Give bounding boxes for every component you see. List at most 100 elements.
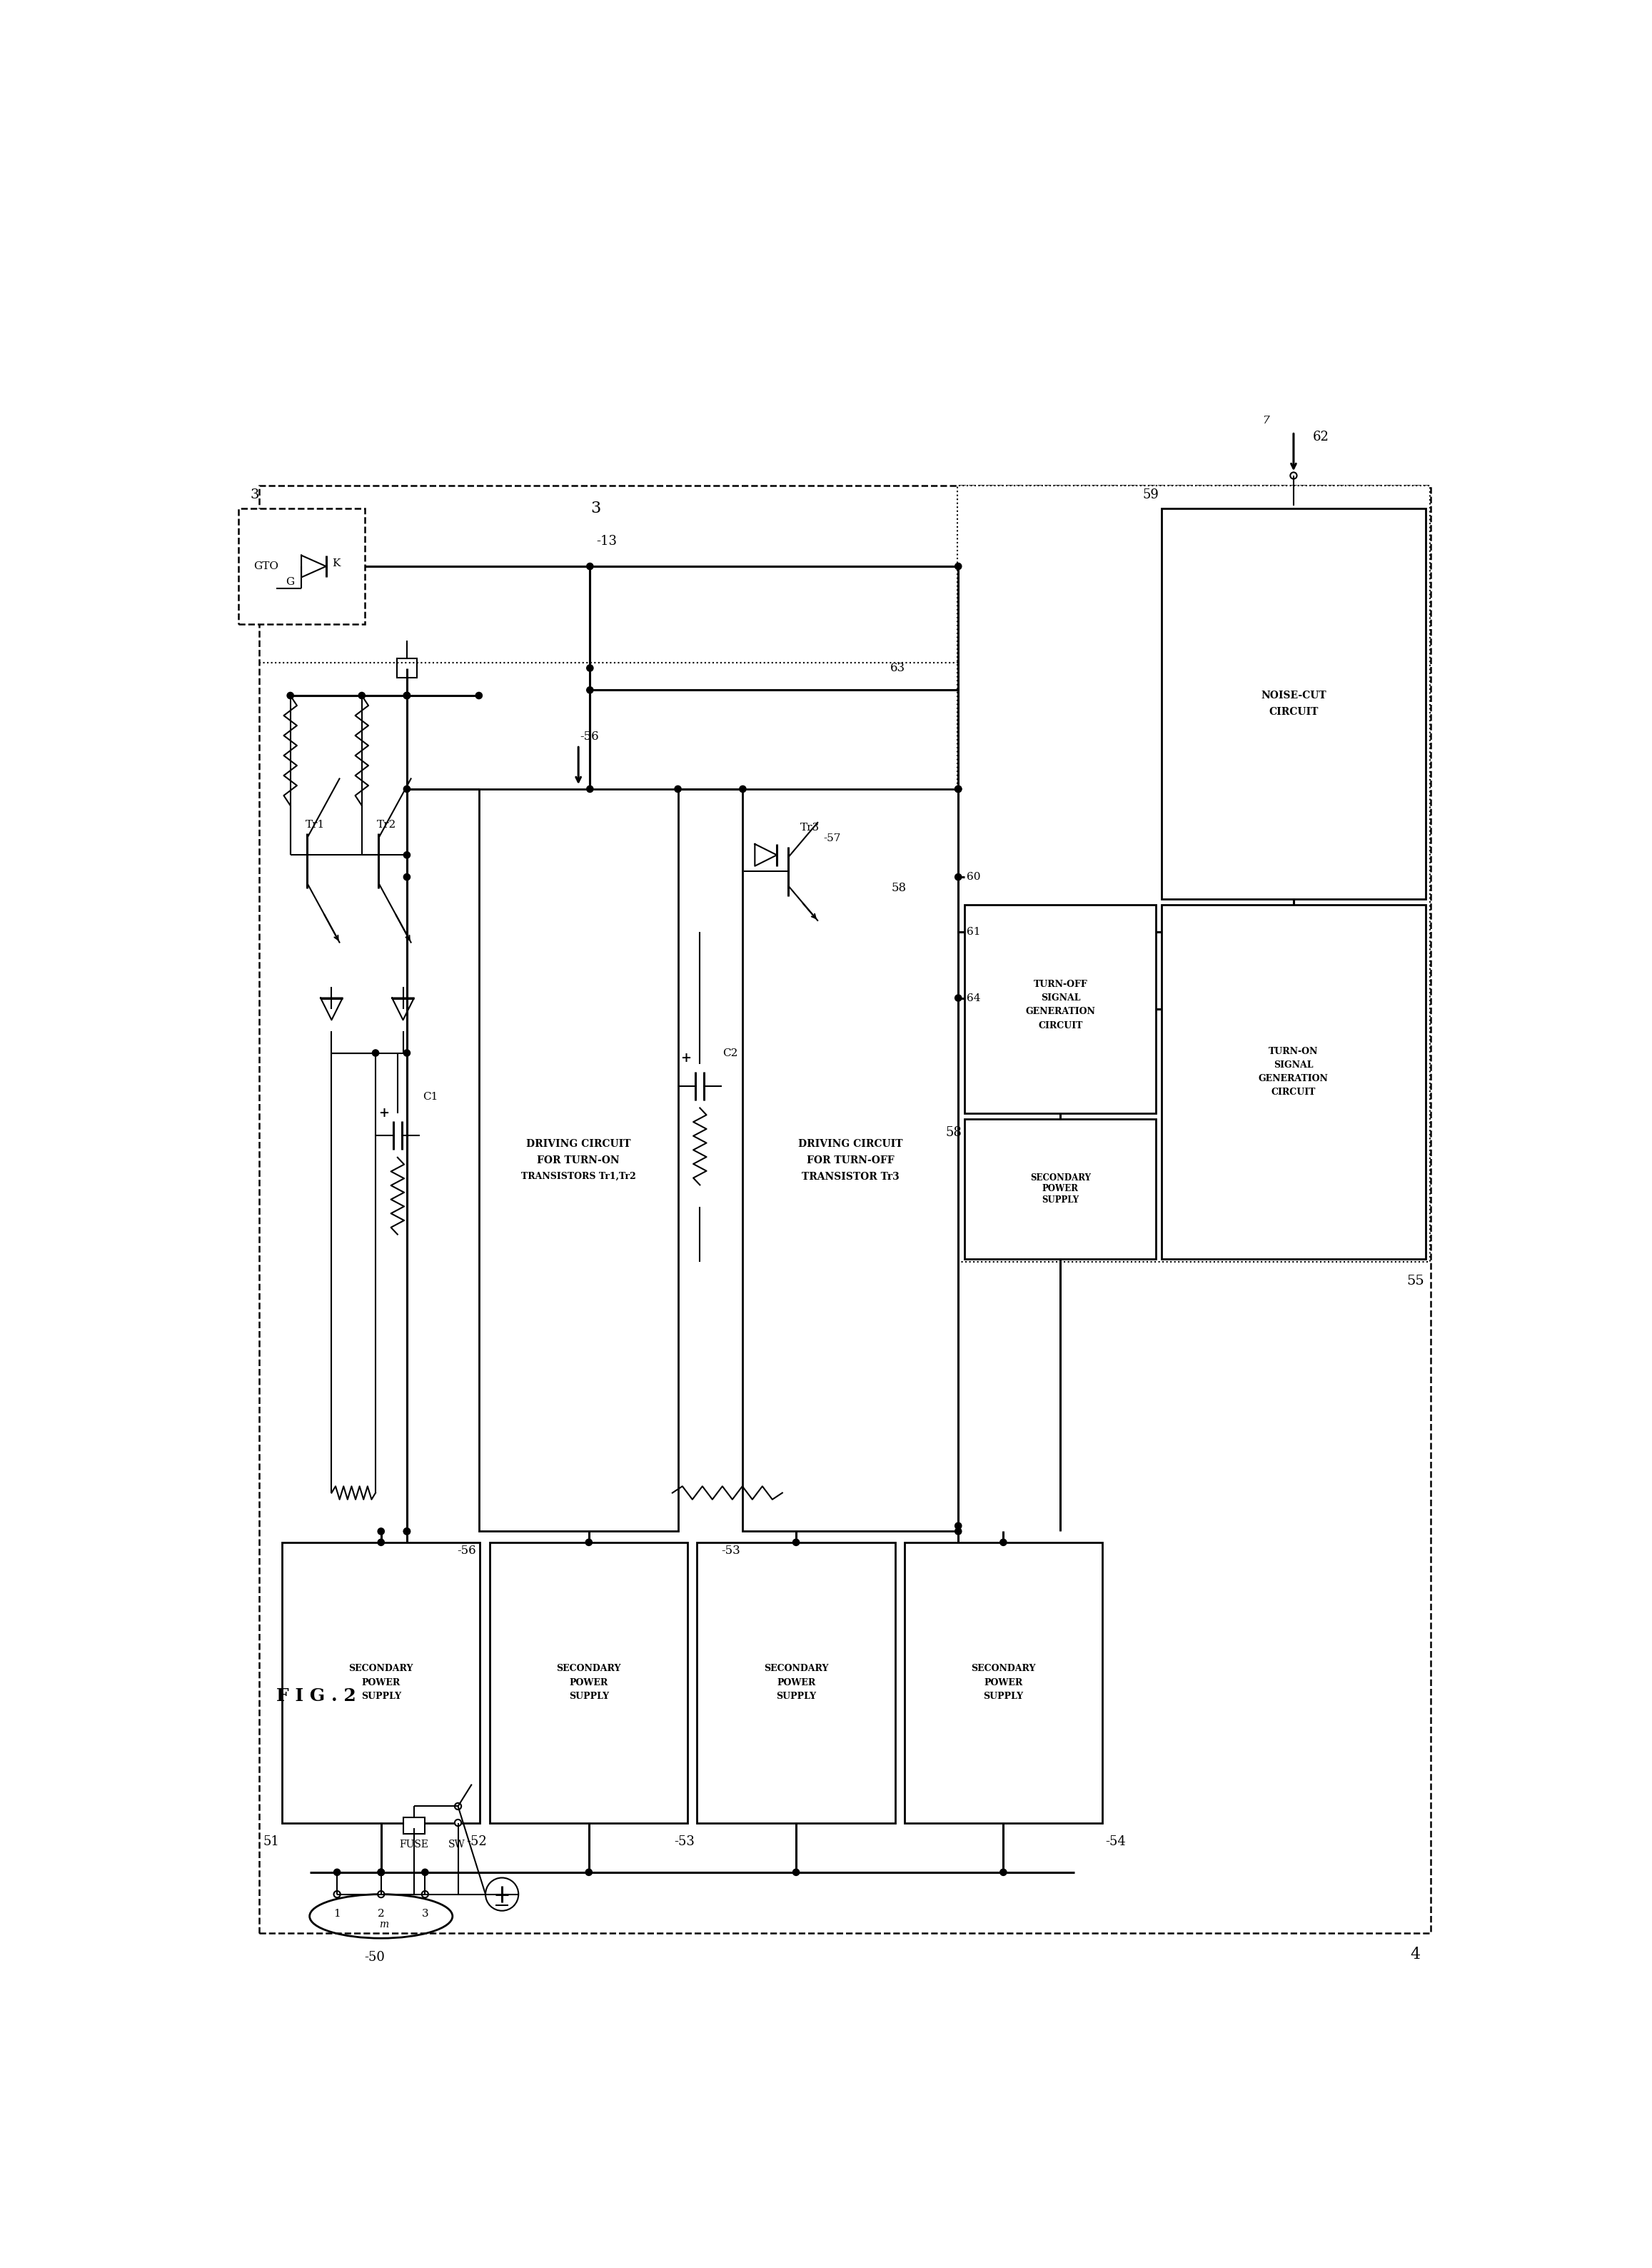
Text: Tr3: Tr3 bbox=[800, 823, 819, 832]
Text: 61: 61 bbox=[966, 928, 980, 937]
Text: GENERATION: GENERATION bbox=[1026, 1007, 1095, 1016]
Circle shape bbox=[403, 692, 410, 699]
Circle shape bbox=[793, 1540, 800, 1545]
Circle shape bbox=[955, 996, 961, 1000]
Circle shape bbox=[586, 562, 593, 569]
Circle shape bbox=[378, 1869, 385, 1876]
Text: C2: C2 bbox=[722, 1048, 738, 1057]
Text: POWER: POWER bbox=[776, 1678, 816, 1687]
Circle shape bbox=[372, 1050, 378, 1057]
Text: CIRCUIT: CIRCUIT bbox=[1037, 1021, 1082, 1030]
Circle shape bbox=[476, 692, 482, 699]
Text: DRIVING CIRCUIT: DRIVING CIRCUIT bbox=[798, 1139, 902, 1148]
Text: 55: 55 bbox=[1408, 1275, 1424, 1288]
Text: SIGNAL: SIGNAL bbox=[1274, 1061, 1313, 1070]
Bar bbox=[259, 485, 1431, 1932]
Text: F I G . 2: F I G . 2 bbox=[276, 1687, 357, 1706]
Text: GTO: GTO bbox=[253, 562, 279, 572]
Text: SUPPLY: SUPPLY bbox=[1042, 1195, 1079, 1204]
Text: NOISE-CUT: NOISE-CUT bbox=[1260, 689, 1327, 701]
Circle shape bbox=[585, 1869, 591, 1876]
Text: C1: C1 bbox=[423, 1091, 438, 1102]
Text: POWER: POWER bbox=[362, 1678, 400, 1687]
Text: 51: 51 bbox=[263, 1835, 279, 1848]
Circle shape bbox=[403, 692, 410, 699]
Circle shape bbox=[334, 1869, 340, 1876]
Text: m: m bbox=[378, 1919, 388, 1930]
Text: 62: 62 bbox=[1313, 431, 1330, 445]
Text: SUPPLY: SUPPLY bbox=[568, 1692, 610, 1701]
Bar bbox=[965, 1118, 1156, 1259]
Bar bbox=[282, 1542, 481, 1823]
Circle shape bbox=[674, 785, 681, 792]
Circle shape bbox=[378, 1540, 385, 1545]
Bar bbox=[957, 485, 1431, 1261]
Text: 58: 58 bbox=[945, 1127, 961, 1139]
Circle shape bbox=[955, 873, 961, 880]
Circle shape bbox=[585, 1540, 591, 1545]
Text: SUPPLY: SUPPLY bbox=[983, 1692, 1023, 1701]
Text: SECONDARY: SECONDARY bbox=[763, 1665, 828, 1674]
Bar bbox=[743, 789, 958, 1531]
Text: SECONDARY: SECONDARY bbox=[349, 1665, 413, 1674]
Circle shape bbox=[403, 853, 410, 857]
Text: 58: 58 bbox=[892, 882, 907, 894]
Circle shape bbox=[334, 1892, 340, 1898]
Text: 63: 63 bbox=[890, 662, 905, 674]
Text: -53: -53 bbox=[674, 1835, 694, 1848]
Bar bbox=[965, 905, 1156, 1114]
Circle shape bbox=[454, 1819, 461, 1826]
Text: POWER: POWER bbox=[570, 1678, 608, 1687]
Text: FOR TURN-OFF: FOR TURN-OFF bbox=[806, 1154, 894, 1166]
Circle shape bbox=[378, 1529, 385, 1535]
Bar bbox=[1161, 905, 1426, 1259]
Text: SIGNAL: SIGNAL bbox=[1041, 993, 1080, 1002]
Circle shape bbox=[378, 1869, 385, 1876]
Text: -57: -57 bbox=[823, 835, 841, 844]
Text: CIRCUIT: CIRCUIT bbox=[1269, 708, 1318, 717]
Text: 3: 3 bbox=[421, 1907, 428, 1919]
Text: 4: 4 bbox=[1409, 1946, 1421, 1962]
Text: Tr2: Tr2 bbox=[377, 819, 396, 830]
Circle shape bbox=[403, 785, 410, 792]
Text: TRANSISTOR Tr3: TRANSISTOR Tr3 bbox=[801, 1173, 899, 1182]
Bar bbox=[697, 1542, 895, 1823]
Bar bbox=[396, 658, 416, 678]
Circle shape bbox=[955, 785, 961, 792]
Bar bbox=[1161, 508, 1426, 898]
Circle shape bbox=[454, 1803, 461, 1810]
Text: POWER: POWER bbox=[985, 1678, 1023, 1687]
Text: FOR TURN-ON: FOR TURN-ON bbox=[537, 1154, 620, 1166]
Text: TRANSISTORS Tr1,Tr2: TRANSISTORS Tr1,Tr2 bbox=[520, 1173, 636, 1182]
Circle shape bbox=[403, 692, 410, 699]
Text: SECONDARY: SECONDARY bbox=[971, 1665, 1036, 1674]
Text: G: G bbox=[286, 576, 294, 587]
Text: DRIVING CIRCUIT: DRIVING CIRCUIT bbox=[525, 1139, 631, 1148]
Bar bbox=[403, 1817, 425, 1835]
Circle shape bbox=[793, 1869, 800, 1876]
Circle shape bbox=[586, 665, 593, 671]
Bar bbox=[479, 789, 677, 1531]
Text: -13: -13 bbox=[596, 535, 616, 549]
Circle shape bbox=[287, 692, 294, 699]
Circle shape bbox=[1290, 472, 1297, 479]
Circle shape bbox=[403, 1529, 410, 1535]
Text: -54: -54 bbox=[1105, 1835, 1125, 1848]
Text: 59: 59 bbox=[1143, 488, 1160, 501]
Circle shape bbox=[421, 1892, 428, 1898]
Text: -56: -56 bbox=[580, 730, 600, 744]
Bar bbox=[238, 508, 365, 624]
Circle shape bbox=[421, 1869, 428, 1876]
Circle shape bbox=[403, 1050, 410, 1057]
Circle shape bbox=[999, 1540, 1006, 1545]
Bar bbox=[491, 1542, 687, 1823]
Circle shape bbox=[999, 1869, 1006, 1876]
Text: Tr1: Tr1 bbox=[306, 819, 325, 830]
Text: -52: -52 bbox=[466, 1835, 487, 1848]
Text: 64: 64 bbox=[966, 993, 980, 1002]
Circle shape bbox=[586, 785, 593, 792]
Text: 2: 2 bbox=[378, 1907, 385, 1919]
Text: -50: -50 bbox=[365, 1950, 385, 1964]
Text: SW: SW bbox=[448, 1839, 466, 1851]
Circle shape bbox=[403, 1529, 410, 1535]
